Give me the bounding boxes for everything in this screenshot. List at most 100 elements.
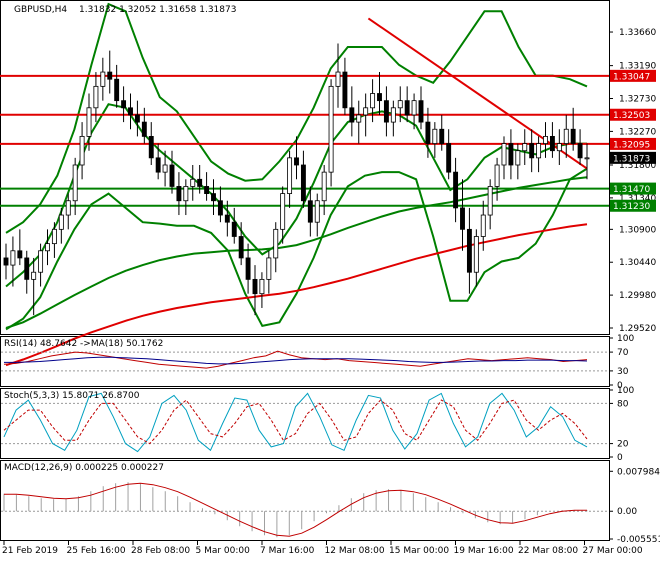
candle-body bbox=[487, 186, 493, 216]
candle-body bbox=[155, 157, 161, 173]
stoch-main-line bbox=[3, 392, 588, 453]
candle-body bbox=[211, 193, 216, 202]
candle-body bbox=[86, 107, 92, 137]
candle-body bbox=[570, 128, 576, 144]
candle-body bbox=[38, 250, 44, 273]
stoch-title: Stoch(5,3,3) 15.8071 26.8700 bbox=[4, 391, 140, 401]
stoch-signal-line bbox=[3, 399, 588, 445]
current-price-label: 1.31873 bbox=[613, 154, 650, 164]
x-tick-label: 5 Mar 00:00 bbox=[196, 546, 251, 556]
candle-body bbox=[58, 214, 64, 230]
rsi-title: RSI(14) 48.7642 ->MA(18) 50.1762 bbox=[4, 339, 163, 349]
candle-body bbox=[287, 157, 293, 194]
y-tick-label: 80 bbox=[617, 399, 629, 409]
candle-body bbox=[204, 186, 210, 194]
main-panel-frame bbox=[0, 0, 610, 335]
candle-body bbox=[121, 100, 127, 109]
y-tick-label: -0.005551 bbox=[617, 535, 660, 545]
y-tick-label: 1.33660 bbox=[619, 28, 656, 38]
candle-body bbox=[197, 178, 203, 187]
candle-body bbox=[3, 257, 9, 266]
ma-line bbox=[4, 356, 588, 365]
candle-body bbox=[79, 136, 85, 166]
bollinger-middle-line bbox=[5, 103, 587, 288]
candle-body bbox=[321, 171, 327, 202]
candle-body bbox=[425, 121, 431, 144]
main-chart-title: GBPUSD,H4 bbox=[14, 5, 67, 15]
macd-signal-line bbox=[4, 482, 587, 537]
candle-body bbox=[501, 143, 507, 166]
candle-body bbox=[31, 271, 37, 280]
candle-body bbox=[335, 71, 341, 87]
candle-body bbox=[584, 157, 590, 160]
rsi-line bbox=[3, 350, 588, 369]
y-tick-label: 0.00 bbox=[617, 507, 637, 517]
macd-panel-frame bbox=[0, 460, 610, 541]
level-label: 1.33047 bbox=[613, 72, 650, 82]
level-tag bbox=[610, 137, 656, 150]
candle-body bbox=[273, 228, 279, 259]
level-tag bbox=[610, 108, 656, 121]
candle-body bbox=[10, 250, 16, 266]
level-label: 1.32095 bbox=[613, 140, 650, 150]
candle-body bbox=[508, 143, 514, 166]
ma-500-line bbox=[5, 223, 588, 367]
y-tick-label: 0.007984 bbox=[617, 467, 660, 477]
candle-body bbox=[494, 164, 500, 187]
candle-body bbox=[51, 228, 57, 245]
level-label: 1.31470 bbox=[613, 185, 650, 195]
candle-body bbox=[114, 78, 120, 102]
candle-body bbox=[342, 71, 348, 109]
level-tag bbox=[610, 199, 656, 212]
x-tick-label: 15 Mar 00:00 bbox=[389, 546, 449, 556]
x-tick-label: 7 Mar 16:00 bbox=[260, 546, 315, 556]
x-tick-label: 12 Mar 08:00 bbox=[325, 546, 385, 556]
axes-labels: 1.33660 1.33190 1.32730 1.32270 1.31800 1.313… bbox=[2, 28, 660, 556]
candle-body bbox=[522, 143, 528, 152]
candle-body bbox=[480, 214, 486, 237]
candle-body bbox=[65, 200, 71, 216]
candle-body bbox=[377, 93, 382, 102]
candle-body bbox=[577, 143, 583, 159]
candle-body bbox=[473, 236, 479, 273]
candle-body bbox=[529, 143, 535, 159]
ohlc-readout: 1.31832 1.32052 1.31658 1.31873 bbox=[79, 5, 236, 15]
y-tick-label: 1.30440 bbox=[619, 258, 656, 268]
candle-body bbox=[100, 71, 106, 87]
candle-body bbox=[280, 193, 286, 230]
x-tick-label: 19 Mar 16:00 bbox=[454, 546, 514, 556]
y-tick-label: 100 bbox=[617, 386, 634, 396]
candle-body bbox=[224, 214, 230, 223]
candle-body bbox=[404, 100, 410, 116]
y-tick-label: 1.31800 bbox=[619, 161, 656, 171]
candle-body bbox=[556, 143, 562, 152]
current-price-tag bbox=[610, 151, 656, 164]
candle-body bbox=[245, 257, 251, 280]
y-tick-label: 100 bbox=[617, 334, 634, 344]
y-tick-label: 30 bbox=[617, 367, 629, 377]
bollinger-upper-line bbox=[5, 2, 588, 234]
candle-body bbox=[370, 93, 376, 109]
x-tick-label: 25 Feb 16:00 bbox=[67, 546, 126, 556]
y-tick-label: 70 bbox=[617, 348, 629, 358]
x-tick-label: 22 Mar 08:00 bbox=[518, 546, 578, 556]
macd-plot bbox=[1, 482, 609, 538]
candle-body bbox=[252, 278, 258, 295]
candle-body bbox=[363, 107, 369, 116]
y-tick-label: 1.29520 bbox=[619, 324, 656, 334]
candle-body bbox=[390, 107, 396, 123]
candle-body bbox=[217, 200, 223, 216]
candle-body bbox=[328, 85, 334, 173]
y-tick-label: 20 bbox=[617, 440, 629, 450]
candle-body bbox=[432, 128, 438, 144]
candle-body bbox=[466, 228, 472, 273]
candle-body bbox=[128, 107, 133, 116]
candle-body bbox=[24, 257, 30, 280]
y-tick-label: 1.32730 bbox=[619, 95, 656, 105]
y-tick-label: 0 bbox=[617, 381, 623, 391]
candle-body bbox=[307, 200, 313, 223]
level-tag bbox=[610, 69, 656, 82]
y-tick-label: 1.29980 bbox=[619, 291, 656, 301]
